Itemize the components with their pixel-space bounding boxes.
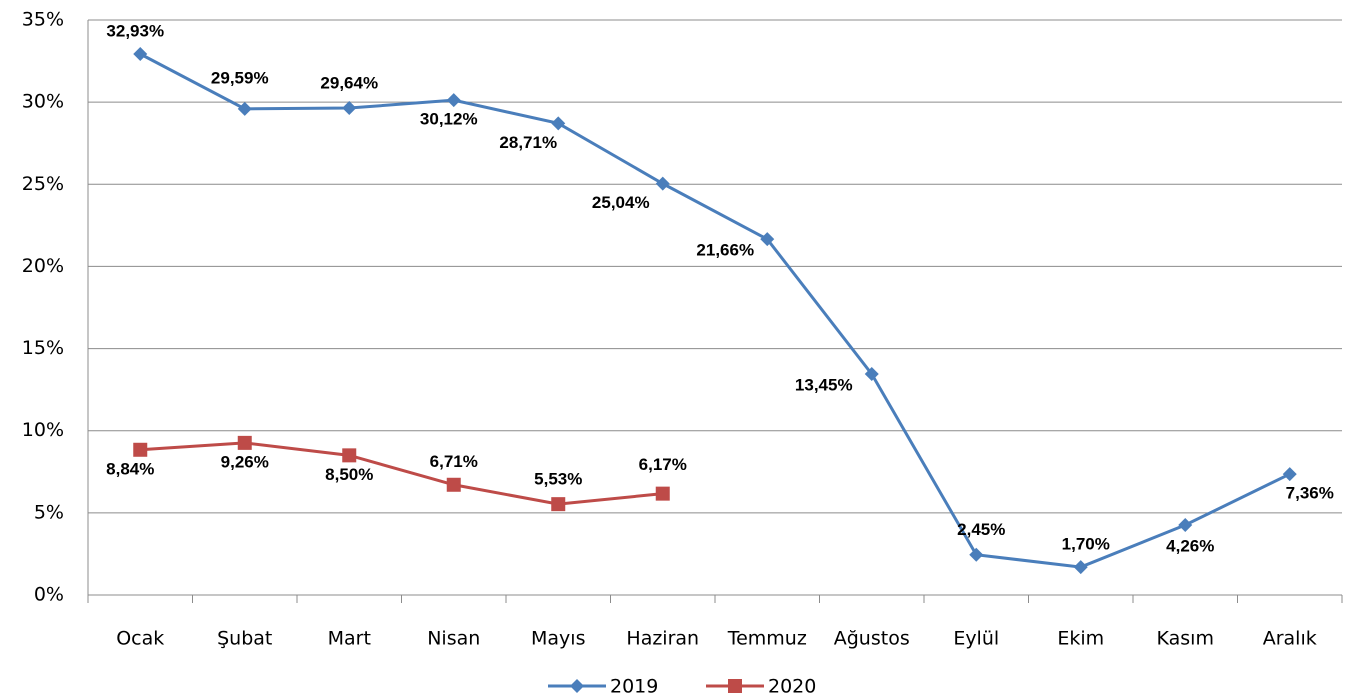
data-label: 29,64% — [320, 74, 378, 93]
point — [133, 47, 148, 62]
x-tick-label: Haziran — [626, 628, 699, 650]
x-tick-label: Mayıs — [531, 628, 585, 650]
point — [342, 101, 357, 116]
x-tick-label: Ekim — [1057, 628, 1104, 650]
data-label: 30,12% — [420, 110, 478, 129]
point — [1073, 560, 1088, 575]
point — [446, 93, 461, 108]
legend-marker — [570, 679, 584, 693]
y-tick-label: 15% — [22, 337, 64, 359]
series-line — [140, 441, 663, 506]
data-label: 8,50% — [325, 465, 373, 484]
x-tick-label: Şubat — [217, 628, 272, 650]
x-tick-label: Ocak — [116, 628, 164, 650]
x-tick-label: Kasım — [1157, 628, 1214, 650]
data-label: 1,70% — [1062, 535, 1110, 554]
legend-label: 2019 — [610, 676, 658, 698]
legend-label: 2020 — [768, 676, 816, 698]
data-label: 5,53% — [534, 470, 582, 489]
x-tick-label: Mart — [328, 628, 371, 650]
point — [1178, 518, 1193, 533]
data-label: 29,59% — [211, 68, 269, 87]
series-line — [139, 52, 1291, 569]
y-tick-label: 25% — [22, 173, 64, 195]
y-tick-label: 0% — [34, 584, 64, 606]
x-tick-label: Ağustos — [834, 628, 910, 650]
point — [237, 101, 252, 116]
y-tick-label: 20% — [22, 255, 64, 277]
point — [446, 477, 461, 492]
x-tick-label: Aralık — [1263, 628, 1317, 650]
point — [760, 232, 775, 247]
point — [655, 176, 670, 191]
point — [551, 116, 566, 131]
data-label: 13,45% — [795, 376, 853, 395]
data-label: 21,66% — [696, 241, 754, 260]
data-label: 32,93% — [106, 21, 164, 40]
point — [551, 497, 566, 512]
point — [342, 448, 357, 463]
data-label: 6,71% — [430, 452, 478, 471]
y-tick-label: 5% — [34, 501, 64, 523]
y-tick-label: 30% — [22, 91, 64, 113]
point — [655, 486, 670, 501]
y-tick-label: 35% — [22, 9, 64, 31]
x-tick-label: Eylül — [953, 628, 999, 650]
data-label: 28,71% — [499, 133, 557, 152]
data-label: 2,45% — [957, 520, 1005, 539]
point — [133, 442, 148, 457]
data-label: 6,17% — [639, 455, 687, 474]
point — [969, 547, 984, 562]
x-tick-label: Temmuz — [727, 628, 807, 650]
point — [864, 367, 879, 382]
data-label: 25,04% — [592, 193, 650, 212]
data-label: 4,26% — [1166, 536, 1214, 555]
data-label: 8,84% — [106, 459, 154, 478]
x-tick-label: Nisan — [427, 628, 480, 650]
legend-marker — [728, 679, 742, 693]
data-label: 7,36% — [1286, 484, 1334, 503]
data-label: 9,26% — [221, 452, 269, 471]
y-tick-label: 10% — [22, 419, 64, 441]
point — [1282, 467, 1297, 482]
point — [237, 435, 252, 450]
